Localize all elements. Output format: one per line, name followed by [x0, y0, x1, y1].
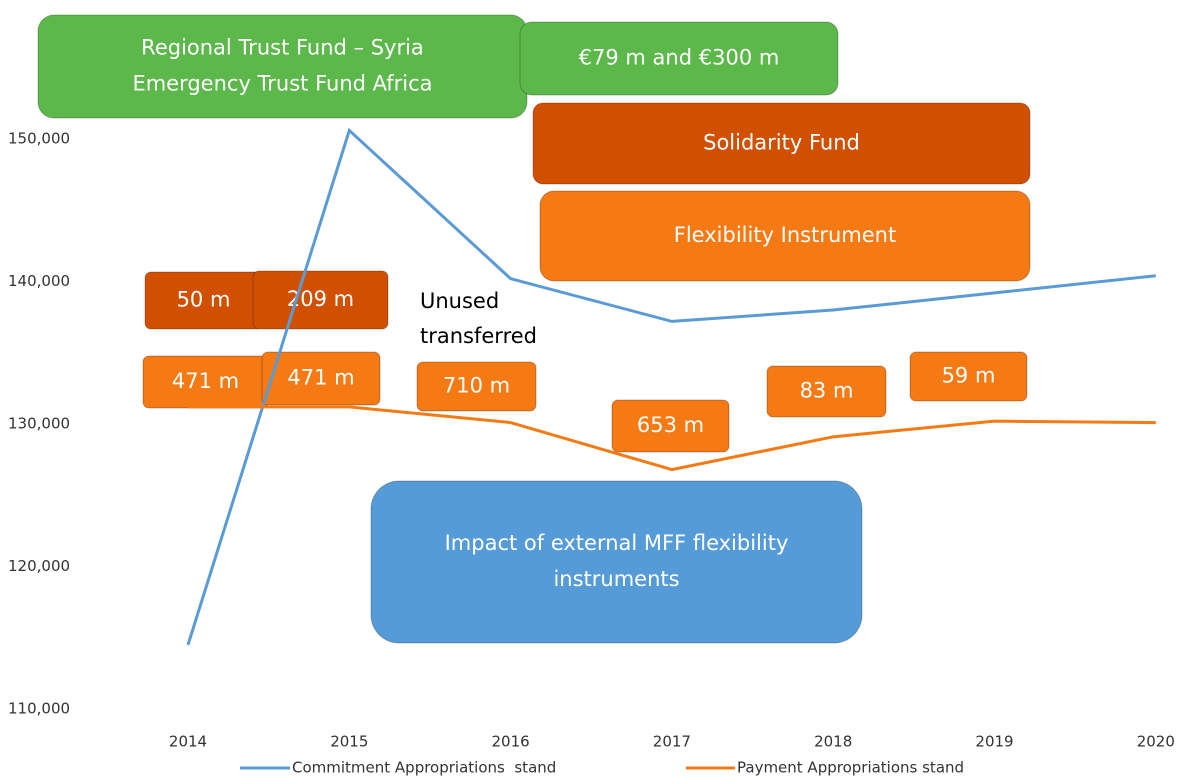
- series-line: [186, 127, 1156, 646]
- annotation-text: Solidarity Fund: [703, 131, 860, 155]
- annotation-text: Emergency Trust Fund Africa: [132, 72, 432, 96]
- legend-label: Payment Appropriations stand: [737, 759, 964, 777]
- annotation-box: [37, 14, 528, 119]
- annotation-text: instruments: [553, 567, 679, 591]
- y-tick-label: 110,000: [8, 700, 70, 718]
- annotation-box: [532, 102, 1031, 185]
- x-tick-label: 2020: [1137, 733, 1175, 751]
- annotation-text: 83 m: [800, 379, 854, 403]
- annotation-box: [416, 361, 537, 412]
- x-tick-label: 2014: [169, 733, 207, 751]
- annotation-text: 50 m: [177, 288, 231, 312]
- annotation-text: Unused: [420, 289, 499, 313]
- annotation-box: [370, 480, 863, 644]
- annotation-text: Regional Trust Fund – Syria: [141, 36, 424, 60]
- annotation-text: €79 m and €300 m: [579, 46, 780, 70]
- annotation-text: 710 m: [443, 374, 510, 398]
- annotation-text: 471 m: [172, 369, 239, 393]
- annotation-text: 471 m: [287, 366, 354, 390]
- y-tick-label: 130,000: [8, 415, 70, 433]
- x-tick-label: 2018: [814, 733, 852, 751]
- annotation-text: 59 m: [942, 364, 996, 388]
- annotation-box: [252, 270, 389, 330]
- annotation-text: 653 m: [637, 413, 704, 437]
- annotation-box: [611, 399, 730, 453]
- y-tick-label: 140,000: [8, 272, 70, 290]
- y-tick-label: 120,000: [8, 557, 70, 575]
- annotation-text: Impact of external MFF flexibility: [445, 531, 789, 555]
- annotation-box: [519, 21, 839, 96]
- annotation-box: [261, 351, 381, 406]
- x-tick-label: 2019: [975, 733, 1013, 751]
- annotation-text: transferred: [420, 324, 537, 348]
- annotation-box: [909, 351, 1028, 402]
- annotation-box: [766, 365, 887, 418]
- annotation-box: [539, 190, 1031, 282]
- x-tick-label: 2017: [653, 733, 691, 751]
- series-line: [188, 405, 1156, 472]
- annotation-text: Flexibility Instrument: [674, 223, 896, 247]
- x-tick-label: 2016: [492, 733, 530, 751]
- x-tick-label: 2015: [330, 733, 368, 751]
- legend-label: Commitment Appropriations stand: [292, 759, 556, 777]
- y-tick-label: 150,000: [8, 130, 70, 148]
